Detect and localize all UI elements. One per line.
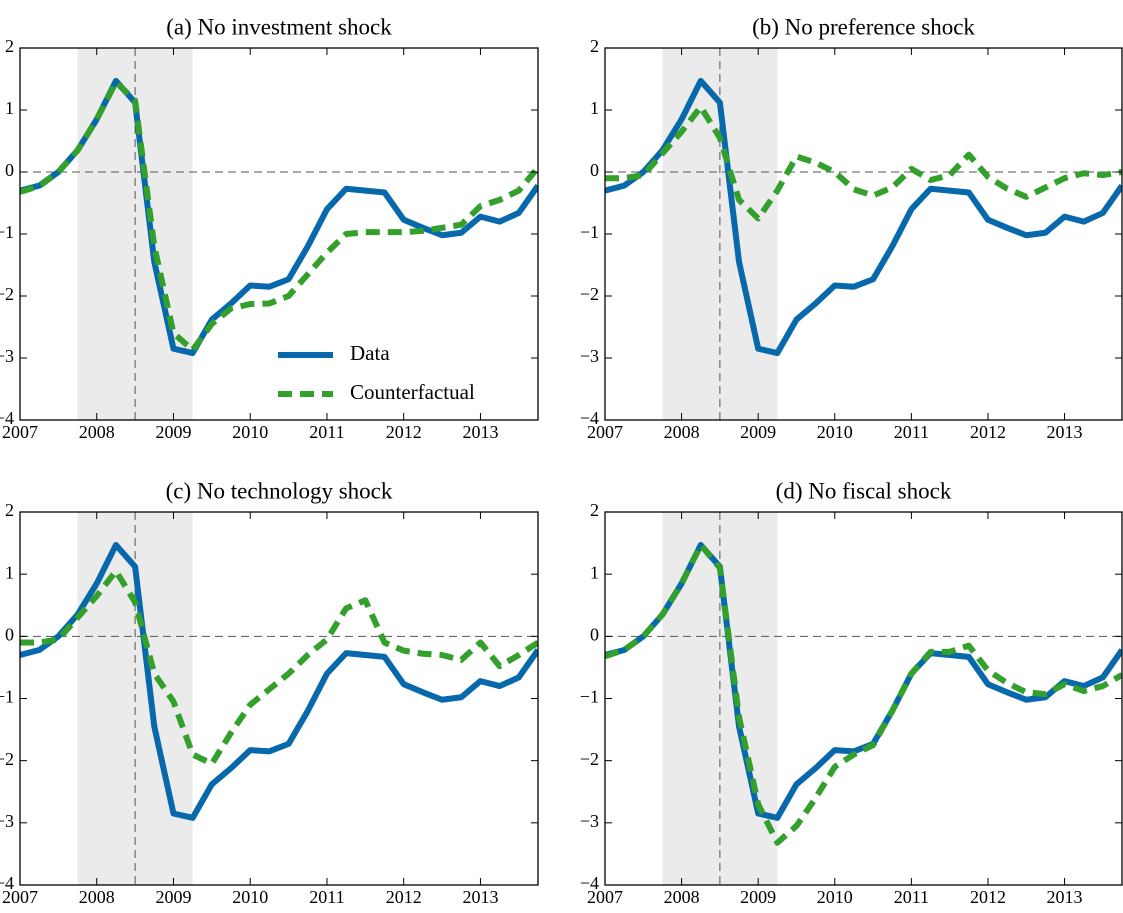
x-tick-label: 2010 [232, 887, 268, 907]
series-line [605, 103, 1122, 222]
legend-label: Data [350, 341, 390, 365]
series-line [20, 77, 538, 357]
x-tick-label: 2010 [232, 422, 268, 442]
y-tick-label: −2 [580, 749, 599, 769]
y-tick-label: −1 [580, 222, 599, 242]
x-tick-label: 2011 [309, 887, 344, 907]
x-tick-label: 2009 [740, 422, 776, 442]
y-tick-label: 0 [590, 624, 599, 644]
series-line [20, 568, 538, 767]
y-tick-label: −3 [0, 346, 14, 366]
panel-title: (b) No preference shock [752, 14, 975, 39]
x-tick-label: 2013 [462, 887, 498, 907]
y-tick-label: −1 [0, 222, 14, 242]
x-tick-label: 2007 [587, 887, 623, 907]
panel: 2007 2008 2009 2010 2011 2012 2013 −4 −3 −2 −1 0 1 2 (… [580, 478, 1123, 907]
y-tick-label: −1 [580, 687, 599, 707]
y-tick-label: 1 [5, 562, 14, 582]
series-line [20, 541, 538, 821]
x-tick-label: 2013 [462, 422, 498, 442]
panel-title: (d) No fiscal shock [776, 478, 952, 503]
y-tick-label: 0 [590, 160, 599, 180]
x-tick-label: 2007 [2, 422, 38, 442]
y-tick-label: 1 [5, 98, 14, 118]
panel: 2007 2008 2009 2010 2011 2012 2013 −4 −3 −2 −1 0 1 2 (… [0, 14, 539, 442]
panel: 2007 2008 2009 2010 2011 2012 2013 −4 −3 −2 −1 0 1 2 (… [0, 478, 539, 907]
x-tick-label: 2008 [79, 422, 115, 442]
panel: 2007 2008 2009 2010 2011 2012 2013 −4 −3 −2 −1 0 1 2 (… [580, 14, 1123, 442]
x-tick-label: 2013 [1047, 422, 1083, 442]
x-tick-label: 2008 [664, 887, 700, 907]
x-tick-label: 2007 [587, 422, 623, 442]
series-line [605, 77, 1122, 357]
y-tick-label: 2 [5, 36, 14, 56]
panel-title: (c) No technology shock [166, 478, 393, 503]
panel-title: (a) No investment shock [166, 14, 392, 39]
y-tick-label: −4 [0, 873, 14, 893]
x-tick-label: 2012 [970, 422, 1006, 442]
y-tick-label: 1 [590, 98, 599, 118]
y-tick-label: 2 [590, 500, 599, 520]
y-tick-label: 2 [590, 36, 599, 56]
x-tick-label: 2012 [386, 422, 422, 442]
y-tick-label: 0 [5, 160, 14, 180]
y-tick-label: −1 [0, 687, 14, 707]
x-tick-label: 2012 [386, 887, 422, 907]
y-tick-label: −4 [580, 408, 599, 428]
y-tick-label: 1 [590, 562, 599, 582]
x-tick-label: 2010 [817, 887, 853, 907]
series-line [605, 541, 1122, 846]
y-tick-label: −3 [580, 346, 599, 366]
y-tick-label: −2 [0, 284, 14, 304]
x-tick-label: 2011 [894, 422, 929, 442]
y-tick-label: −2 [0, 749, 14, 769]
legend-label: Counterfactual [350, 380, 475, 404]
x-tick-label: 2009 [740, 887, 776, 907]
x-tick-label: 2009 [155, 887, 191, 907]
y-tick-label: −3 [0, 811, 14, 831]
y-tick-label: 2 [5, 500, 14, 520]
x-tick-label: 2010 [817, 422, 853, 442]
y-tick-label: −4 [0, 408, 14, 428]
y-tick-label: −3 [580, 811, 599, 831]
x-tick-label: 2008 [664, 422, 700, 442]
x-tick-label: 2008 [79, 887, 115, 907]
x-tick-label: 2013 [1047, 887, 1083, 907]
x-tick-label: 2011 [894, 887, 929, 907]
y-tick-label: −2 [580, 284, 599, 304]
x-tick-label: 2009 [155, 422, 191, 442]
x-tick-label: 2007 [2, 887, 38, 907]
y-tick-label: 0 [5, 624, 14, 644]
x-tick-label: 2012 [970, 887, 1006, 907]
y-tick-label: −4 [580, 873, 599, 893]
x-tick-label: 2011 [309, 422, 344, 442]
